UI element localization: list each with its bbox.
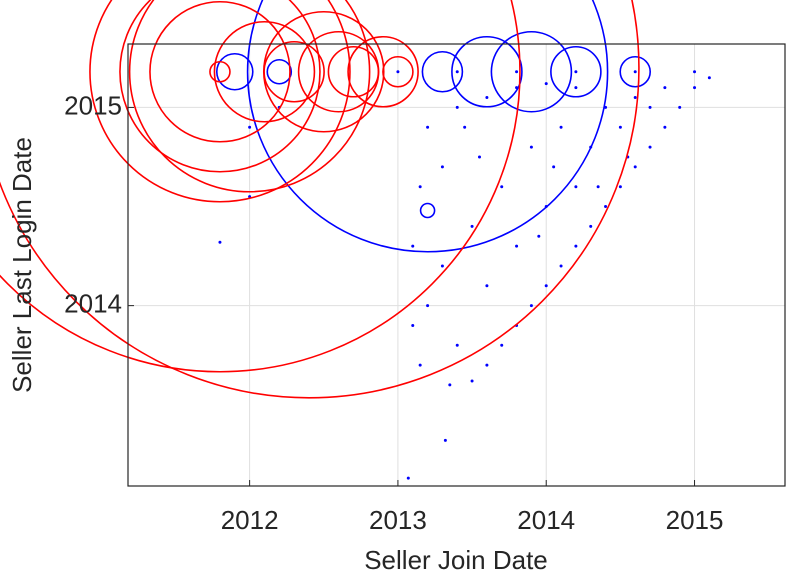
bubble bbox=[119, 0, 321, 173]
point bbox=[574, 70, 578, 74]
bubble bbox=[347, 35, 419, 108]
point bbox=[406, 476, 410, 480]
point bbox=[537, 234, 541, 238]
bubble bbox=[490, 30, 573, 113]
point bbox=[693, 70, 697, 74]
point bbox=[477, 155, 481, 159]
point bbox=[248, 125, 252, 129]
x-tick-label: 2012 bbox=[221, 505, 279, 535]
point bbox=[618, 125, 622, 129]
point bbox=[574, 244, 578, 248]
bubble bbox=[266, 58, 293, 85]
y-tick-label: 2014 bbox=[64, 289, 122, 319]
point bbox=[485, 284, 489, 288]
point bbox=[411, 244, 415, 248]
point bbox=[648, 145, 652, 149]
point bbox=[463, 125, 467, 129]
point bbox=[418, 363, 422, 367]
point bbox=[396, 70, 400, 74]
point bbox=[529, 304, 533, 308]
point bbox=[618, 185, 622, 189]
point bbox=[596, 185, 600, 189]
x-tick-label: 2014 bbox=[517, 505, 575, 535]
bubble bbox=[215, 52, 254, 91]
bubble bbox=[149, 0, 291, 143]
point bbox=[485, 363, 489, 367]
point bbox=[500, 343, 504, 347]
point bbox=[440, 264, 444, 268]
point bbox=[485, 96, 489, 100]
bubble bbox=[89, 0, 351, 203]
point bbox=[544, 82, 548, 86]
bubble bbox=[421, 50, 464, 93]
point bbox=[443, 438, 447, 442]
point bbox=[589, 224, 593, 228]
y-axis-label: Seller Last Login Date bbox=[7, 137, 37, 393]
point bbox=[426, 125, 430, 129]
point bbox=[455, 105, 459, 109]
point bbox=[500, 185, 504, 189]
point bbox=[633, 70, 637, 74]
point bbox=[559, 264, 563, 268]
point bbox=[448, 383, 452, 387]
point bbox=[559, 125, 563, 129]
point bbox=[218, 240, 222, 244]
axes-box bbox=[127, 43, 786, 487]
bubble bbox=[451, 35, 523, 108]
bubble bbox=[327, 45, 380, 98]
x-tick-label: 2015 bbox=[666, 505, 724, 535]
point bbox=[678, 105, 682, 109]
point bbox=[440, 165, 444, 169]
bubble bbox=[0, 0, 640, 399]
point bbox=[633, 96, 637, 100]
plot-marks bbox=[0, 0, 711, 480]
point bbox=[633, 165, 637, 169]
point bbox=[544, 284, 548, 288]
bubble bbox=[209, 60, 231, 83]
point bbox=[663, 86, 667, 90]
point bbox=[693, 86, 697, 90]
bubble bbox=[213, 20, 316, 123]
point bbox=[663, 125, 667, 129]
point bbox=[515, 70, 519, 74]
bubble bbox=[246, 0, 609, 253]
bubble bbox=[262, 10, 385, 133]
bubble bbox=[128, 0, 371, 193]
point bbox=[529, 145, 533, 149]
y-tick-label: 2015 bbox=[64, 90, 122, 120]
point bbox=[470, 224, 474, 228]
point bbox=[604, 205, 608, 209]
point bbox=[574, 185, 578, 189]
bubble bbox=[550, 45, 602, 98]
point bbox=[515, 244, 519, 248]
x-axis-label: Seller Join Date bbox=[364, 545, 548, 575]
bubble bbox=[419, 202, 436, 219]
point bbox=[418, 185, 422, 189]
point bbox=[707, 76, 711, 80]
point bbox=[411, 323, 415, 327]
point bbox=[470, 379, 474, 383]
point bbox=[455, 70, 459, 74]
bubble bbox=[0, 0, 521, 373]
x-tick-label: 2013 bbox=[369, 505, 427, 535]
point bbox=[552, 165, 556, 169]
grid bbox=[128, 44, 785, 486]
point bbox=[574, 86, 578, 90]
bubble bbox=[619, 55, 652, 88]
bubble bbox=[382, 55, 414, 88]
point bbox=[648, 105, 652, 109]
point bbox=[426, 304, 430, 308]
point bbox=[455, 343, 459, 347]
